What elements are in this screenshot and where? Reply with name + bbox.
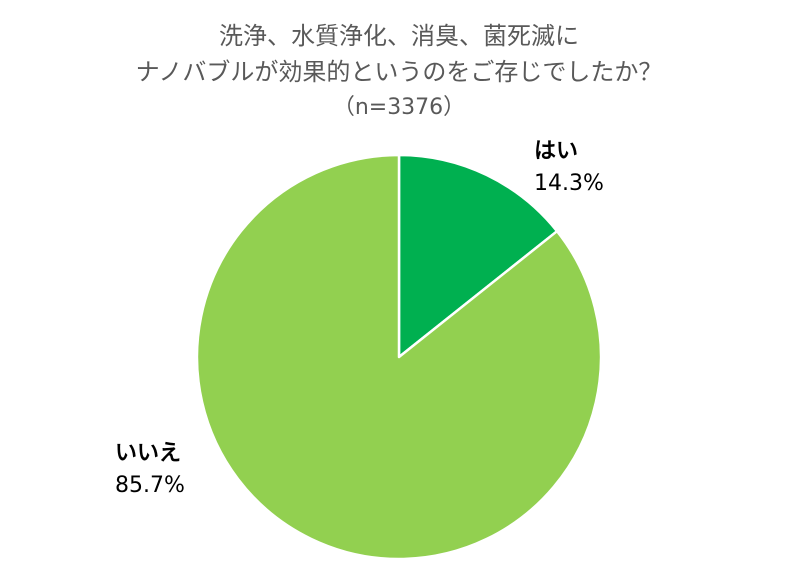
data-label-yes: はい 14.3% [534, 136, 604, 200]
pie-slices [195, 153, 603, 561]
chart-title-line2: ナノバブルが効果的というのをご存じでしたか？ [135, 58, 663, 86]
data-label-yes-value: 14.3% [534, 171, 604, 196]
pie-slice-yes [397, 153, 559, 359]
data-label-yes-name: はい [534, 139, 579, 164]
data-label-no: いいえ 85.7% [115, 438, 185, 502]
data-label-no-name: いいえ [115, 441, 182, 466]
pie-slice-no [195, 153, 603, 561]
chart-title-line1: 洗浄、水質浄化、消臭、菌死滅に [219, 22, 579, 50]
data-label-no-value: 85.7% [115, 473, 185, 498]
chart-sample-size: （n=3376） [332, 95, 466, 120]
